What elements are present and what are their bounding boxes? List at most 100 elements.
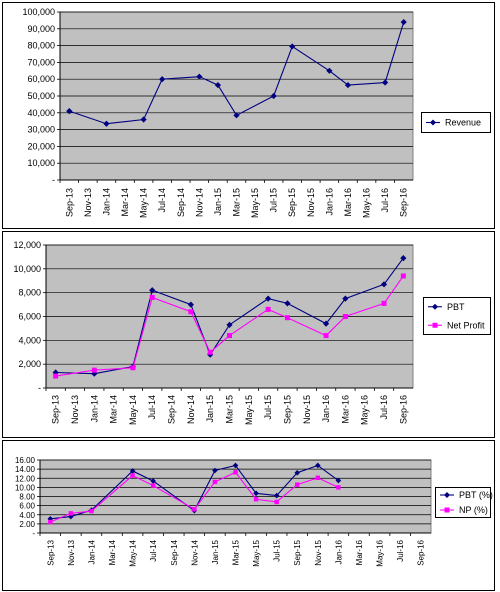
x-tick-label: Sep-16 bbox=[417, 539, 426, 565]
data-point bbox=[89, 508, 94, 514]
y-tick-label: 8.00 bbox=[19, 493, 35, 502]
legend-label: Revenue bbox=[445, 118, 481, 128]
x-tick-label: Jan-14 bbox=[89, 395, 99, 423]
data-point bbox=[232, 462, 239, 469]
data-point bbox=[187, 301, 194, 308]
x-tick-label: Mar-16 bbox=[355, 539, 364, 565]
data-point bbox=[68, 511, 74, 516]
data-point bbox=[335, 477, 342, 484]
y-tick-label: 4.00 bbox=[19, 511, 35, 520]
legend-marker bbox=[444, 507, 450, 513]
data-point bbox=[150, 478, 156, 484]
y-tick-label: 6.00 bbox=[19, 502, 35, 511]
data-point bbox=[227, 333, 232, 339]
data-point bbox=[381, 300, 387, 306]
x-tick-label: Nov-13 bbox=[83, 188, 93, 217]
data-point bbox=[322, 320, 330, 327]
x-tick-label: May-14 bbox=[129, 539, 138, 566]
data-point bbox=[400, 18, 407, 26]
x-tick-label: Mar-16 bbox=[343, 188, 353, 217]
x-tick-label: Nov-13 bbox=[70, 395, 80, 424]
data-point bbox=[336, 485, 341, 490]
data-point bbox=[326, 67, 333, 74]
y-tick-label: 16.00 bbox=[15, 456, 36, 465]
y-tick-label: - bbox=[38, 383, 41, 393]
legend-box bbox=[421, 112, 491, 133]
x-tick-label: Sep-13 bbox=[51, 395, 61, 424]
legend: PBT (%) NP (%) bbox=[435, 487, 493, 518]
x-tick-label: Jan-16 bbox=[334, 539, 343, 564]
legend: PBT Net Profit bbox=[423, 297, 491, 335]
x-tick-label: May-15 bbox=[252, 539, 261, 566]
data-point bbox=[400, 255, 407, 262]
x-tick-label: Jan-15 bbox=[211, 539, 220, 564]
x-tick-label: Nov-13 bbox=[67, 539, 76, 565]
y-tick-label: 30,000 bbox=[27, 125, 55, 135]
data-point bbox=[207, 349, 213, 355]
y-tick-label: 6,000 bbox=[18, 312, 41, 322]
x-tick-label: Sep-16 bbox=[399, 188, 409, 217]
data-point bbox=[284, 315, 290, 321]
x-tick-label: May-16 bbox=[360, 395, 370, 425]
y-tick-label: 2.00 bbox=[19, 520, 35, 529]
x-tick-label: Jul-14 bbox=[147, 395, 157, 420]
x-tick-label: Jan-14 bbox=[87, 539, 96, 564]
data-point bbox=[140, 116, 147, 123]
data-point bbox=[214, 81, 222, 89]
x-tick-label: Jul-16 bbox=[379, 395, 389, 420]
x-tick-label: May-16 bbox=[376, 539, 385, 566]
legend-marker bbox=[444, 492, 450, 498]
data-point bbox=[66, 108, 73, 115]
x-tick-label: Jan-15 bbox=[213, 188, 223, 216]
data-point bbox=[400, 273, 406, 279]
x-tick-label: May-16 bbox=[362, 188, 372, 218]
data-point bbox=[212, 479, 218, 485]
data-point bbox=[188, 309, 194, 315]
x-tick-label: May-14 bbox=[128, 395, 138, 425]
x-tick-label: Mar-14 bbox=[109, 395, 119, 424]
data-point bbox=[265, 295, 272, 302]
x-tick-label: Sep-14 bbox=[176, 188, 186, 217]
y-tick-label: 70,000 bbox=[27, 57, 55, 67]
x-tick-label: Jul-15 bbox=[273, 539, 282, 561]
y-tick-label: 4,000 bbox=[18, 335, 41, 345]
x-tick-label: Mar-15 bbox=[232, 188, 242, 217]
x-tick-label: Jan-14 bbox=[101, 188, 111, 216]
x-tick-label: May-15 bbox=[244, 395, 254, 425]
legend: Revenue bbox=[421, 112, 491, 133]
data-point bbox=[294, 469, 301, 476]
x-tick-label: Sep-15 bbox=[293, 539, 302, 565]
y-tick-label: 10,000 bbox=[27, 158, 55, 168]
data-point bbox=[130, 473, 135, 478]
legend-label: PBT bbox=[447, 302, 465, 312]
data-point bbox=[192, 507, 197, 512]
x-tick-label: Sep-14 bbox=[170, 539, 179, 565]
x-tick-label: Sep-13 bbox=[64, 188, 74, 217]
y-tick-label: 12.00 bbox=[15, 474, 36, 483]
x-tick-label: Jul-15 bbox=[269, 188, 279, 213]
data-point bbox=[149, 287, 156, 294]
legend-marker bbox=[430, 119, 436, 126]
x-tick-label: Jul-14 bbox=[149, 539, 158, 561]
x-tick-label: Nov-15 bbox=[302, 395, 312, 424]
y-tick-label: - bbox=[32, 529, 35, 538]
x-tick-label: Jul-16 bbox=[396, 539, 405, 561]
data-point bbox=[323, 333, 329, 339]
data-point bbox=[129, 468, 136, 474]
x-tick-label: Mar-14 bbox=[108, 539, 117, 565]
x-tick-label: Jul-15 bbox=[263, 395, 273, 420]
x-tick-label: Jul-16 bbox=[380, 188, 390, 213]
x-tick-label: Jan-16 bbox=[321, 395, 331, 423]
y-tick-label: 12,000 bbox=[13, 240, 41, 250]
x-tick-label: Mar-15 bbox=[232, 539, 241, 565]
x-tick-label: Mar-16 bbox=[340, 395, 350, 424]
data-point bbox=[342, 295, 349, 302]
data-point bbox=[53, 373, 59, 379]
data-point bbox=[315, 462, 321, 469]
data-point bbox=[226, 321, 233, 328]
data-point bbox=[253, 490, 259, 497]
y-tick-label: 2,000 bbox=[18, 359, 41, 369]
data-point bbox=[233, 470, 238, 475]
data-point bbox=[212, 467, 218, 474]
